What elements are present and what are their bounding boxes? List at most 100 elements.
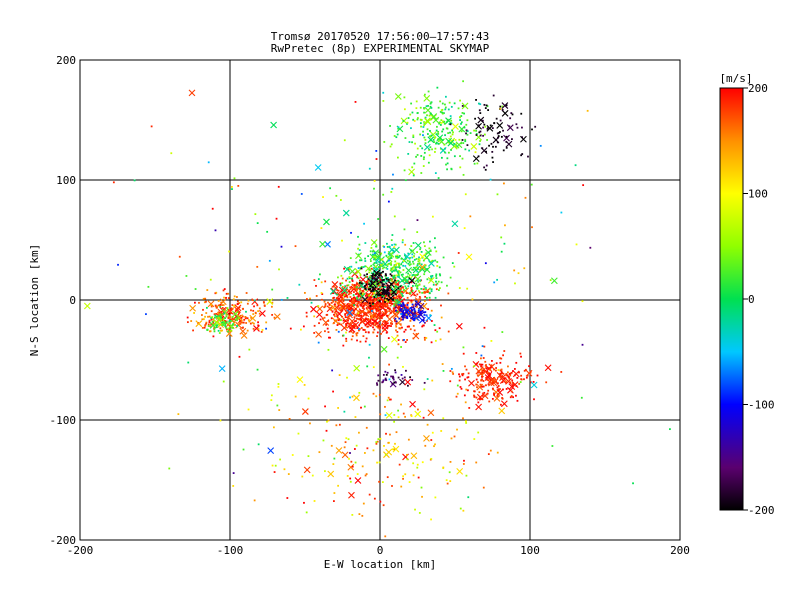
scatter-point-dot bbox=[348, 303, 351, 305]
scatter-point-dot bbox=[350, 231, 352, 234]
scatter-point-dot bbox=[352, 312, 355, 315]
scatter-point-dot bbox=[358, 513, 361, 516]
scatter-point-dot bbox=[278, 409, 281, 411]
scatter-point-dot bbox=[241, 327, 244, 329]
scatter-point-dot bbox=[336, 293, 339, 296]
scatter-point-dot bbox=[451, 133, 454, 136]
scatter-point-dot bbox=[433, 445, 435, 448]
scatter-point-dot bbox=[365, 289, 367, 291]
scatter-point-dot bbox=[367, 278, 370, 281]
scatter-point-dot bbox=[392, 280, 395, 283]
scatter-point-dot bbox=[539, 144, 542, 147]
scatter-point-dot bbox=[389, 269, 392, 272]
scatter-point-dot bbox=[397, 339, 400, 341]
scatter-point-dot bbox=[386, 304, 389, 307]
scatter-point-dot bbox=[421, 495, 423, 498]
scatter-point-dot bbox=[210, 310, 213, 313]
scatter-point-dot bbox=[518, 382, 521, 385]
scatter-point-dot bbox=[410, 317, 412, 320]
scatter-point-dot bbox=[404, 254, 406, 257]
scatter-point-dot bbox=[410, 245, 413, 247]
scatter-point-dot bbox=[379, 413, 382, 416]
scatter-point-dot bbox=[237, 184, 240, 187]
scatter-point-dot bbox=[334, 286, 337, 289]
scatter-point-dot bbox=[351, 465, 354, 468]
scatter-point-dot bbox=[513, 269, 516, 272]
scatter-point-dot bbox=[352, 301, 355, 303]
scatter-point-dot bbox=[368, 276, 371, 279]
scatter-point-dot bbox=[378, 461, 381, 464]
scatter-point-dot bbox=[437, 177, 440, 179]
scatter-point-dot bbox=[419, 309, 422, 312]
scatter-point-x bbox=[267, 447, 275, 455]
scatter-point-dot bbox=[383, 286, 386, 288]
scatter-point-dot bbox=[441, 112, 444, 115]
scatter-point-dot bbox=[323, 316, 326, 319]
scatter-point-dot bbox=[394, 260, 397, 263]
scatter-point-dot bbox=[206, 289, 209, 291]
scatter-point-dot bbox=[375, 325, 378, 328]
scatter-point-dot bbox=[363, 452, 366, 454]
scatter-point-dot bbox=[357, 314, 360, 317]
scatter-point-dot bbox=[379, 286, 381, 288]
scatter-point-dot bbox=[461, 157, 464, 160]
scatter-point-dot bbox=[373, 290, 376, 293]
scatter-point-dot bbox=[222, 324, 225, 326]
scatter-point-dot bbox=[289, 327, 292, 330]
scatter-point-dot bbox=[209, 330, 211, 333]
scatter-point-x bbox=[498, 407, 506, 415]
scatter-point-dot bbox=[336, 289, 339, 291]
scatter-point-dot bbox=[348, 281, 351, 283]
scatter-point-dot bbox=[303, 384, 306, 386]
scatter-point-dot bbox=[459, 166, 462, 169]
scatter-point-dot bbox=[414, 284, 417, 287]
scatter-point-dot bbox=[342, 344, 345, 347]
scatter-point-dot bbox=[481, 119, 484, 122]
scatter-point-dot bbox=[497, 369, 500, 371]
scatter-point-x bbox=[386, 315, 394, 323]
scatter-point-dot bbox=[349, 286, 352, 289]
scatter-point-dot bbox=[413, 162, 416, 165]
scatter-point-dot bbox=[502, 388, 504, 391]
scatter-point-x bbox=[392, 312, 400, 320]
scatter-point-dot bbox=[503, 182, 505, 185]
scatter-point-dot bbox=[377, 374, 380, 377]
scatter-point-dot bbox=[517, 272, 520, 275]
scatter-point-dot bbox=[367, 288, 370, 291]
scatter-point-dot bbox=[419, 311, 422, 314]
scatter-point-dot bbox=[482, 385, 485, 388]
scatter-point-dot bbox=[483, 326, 486, 329]
scatter-point-dot bbox=[376, 440, 379, 443]
scatter-point-x bbox=[221, 308, 229, 316]
scatter-point-dot bbox=[397, 409, 400, 412]
scatter-point-dot bbox=[237, 321, 240, 324]
scatter-point-dot bbox=[389, 398, 392, 401]
scatter-point-dot bbox=[246, 317, 249, 320]
scatter-point-dot bbox=[376, 335, 378, 338]
scatter-point-dot bbox=[358, 243, 361, 246]
scatter-point-dot bbox=[205, 306, 208, 309]
scatter-point-dot bbox=[351, 335, 354, 338]
scatter-point-dot bbox=[477, 431, 480, 434]
scatter-point-dot bbox=[423, 245, 426, 248]
scatter-point-dot bbox=[432, 138, 435, 141]
scatter-point-dot bbox=[492, 388, 494, 391]
scatter-point-dot bbox=[545, 381, 548, 384]
scatter-point-dot bbox=[409, 320, 412, 322]
scatter-point-dot bbox=[383, 292, 386, 295]
scatter-point-dot bbox=[366, 447, 369, 450]
scatter-point-dot bbox=[497, 385, 500, 387]
scatter-point-dot bbox=[337, 319, 340, 322]
x-axis-label: E-W location [km] bbox=[324, 558, 437, 571]
scatter-point-dot bbox=[510, 112, 513, 114]
scatter-point-dot bbox=[402, 264, 405, 267]
scatter-point-dot bbox=[423, 156, 425, 159]
scatter-point-dot bbox=[397, 256, 400, 259]
scatter-point-dot bbox=[386, 286, 389, 289]
scatter-point-x bbox=[414, 300, 422, 308]
scatter-point-dot bbox=[379, 277, 382, 280]
scatter-point-dot bbox=[382, 329, 385, 332]
scatter-point-dot bbox=[406, 259, 409, 262]
scatter-point-dot bbox=[305, 511, 308, 514]
